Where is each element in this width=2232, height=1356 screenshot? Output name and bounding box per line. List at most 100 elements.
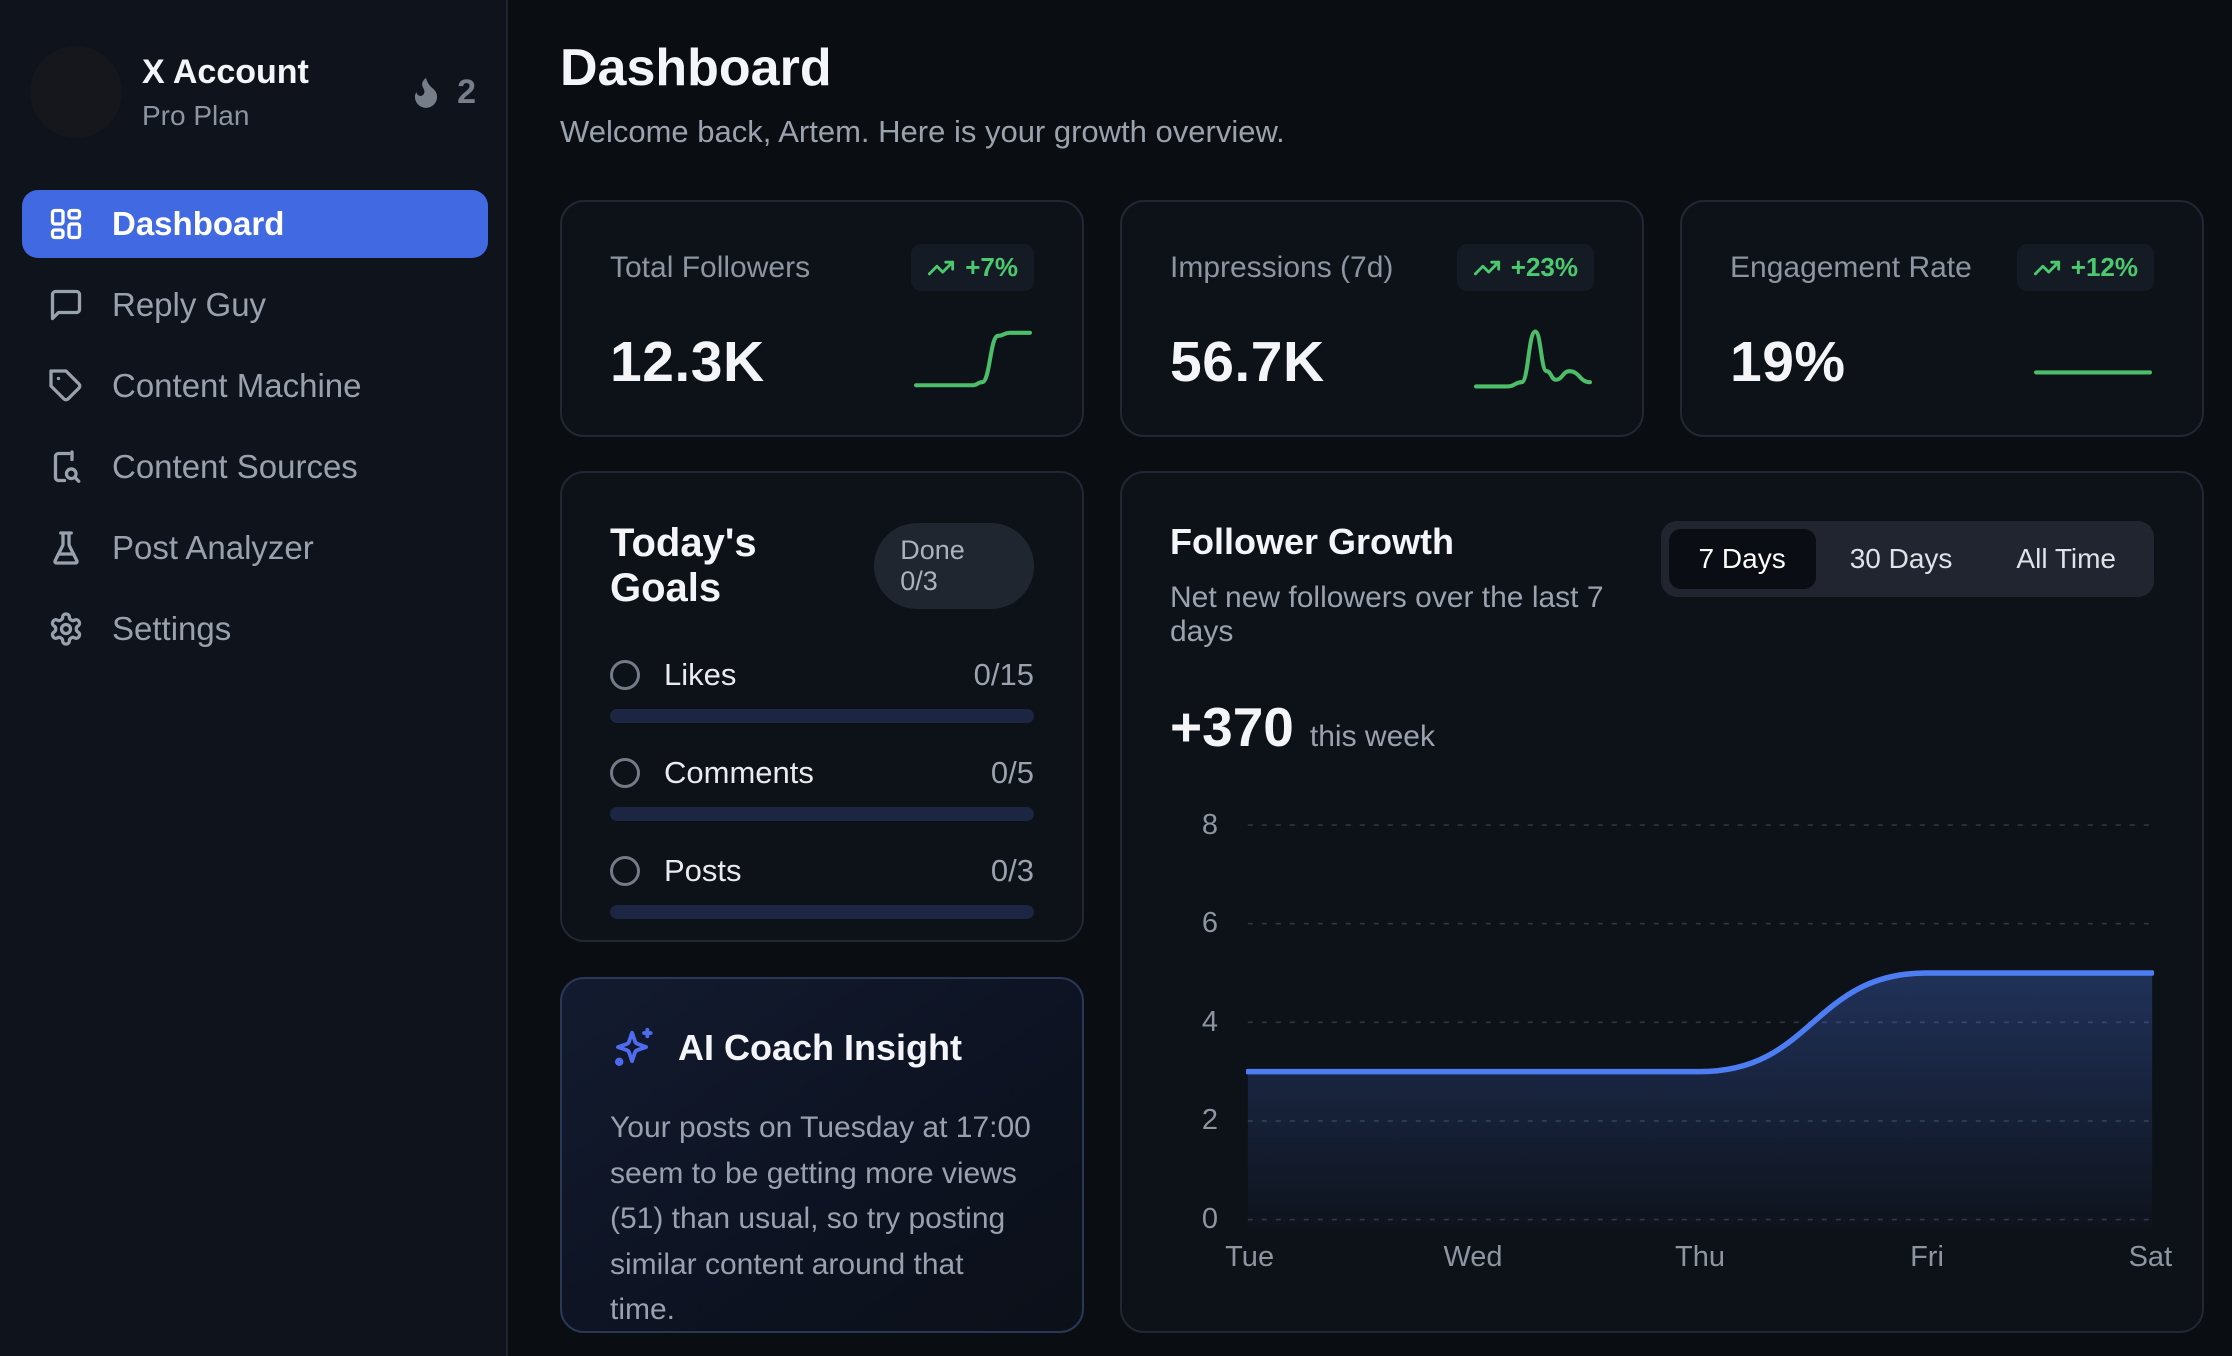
streak-count: 2 xyxy=(457,72,476,111)
main-content: Dashboard Welcome back, Artem. Here is y… xyxy=(508,0,2232,1356)
account-card[interactable]: X Account Pro Plan 2 xyxy=(30,46,482,138)
x-axis: Tue Wed Thu Fri Sat xyxy=(1225,1241,2172,1283)
avatar[interactable] xyxy=(30,46,122,138)
stat-value: 19% xyxy=(1730,330,1846,394)
trending-up-icon xyxy=(928,260,955,275)
stat-card-engagement-rate: Engagement Rate +12% 19% xyxy=(1680,200,2204,437)
sidebar-item-label: Post Analyzer xyxy=(112,529,314,566)
x-tick: Thu xyxy=(1675,1241,1725,1273)
delta-value: +7% xyxy=(965,252,1018,282)
goal-checkbox[interactable] xyxy=(610,856,640,886)
goal-item-comments: Comments 0/5 xyxy=(610,755,1034,821)
delta-value: +12% xyxy=(2070,252,2138,282)
growth-value-suffix: this week xyxy=(1309,720,1435,753)
goal-item-posts: Posts 0/3 xyxy=(610,853,1034,919)
growth-value: +370 xyxy=(1170,696,1294,758)
tag-icon xyxy=(49,369,82,402)
chat-bubble-icon xyxy=(50,289,82,321)
sidebar-item-post-analyzer[interactable]: Post Analyzer xyxy=(22,514,488,582)
growth-chart: 8 6 4 2 0 xyxy=(1170,793,2154,1236)
page-title: Dashboard xyxy=(560,39,832,97)
goal-label: Comments xyxy=(664,755,814,790)
sidebar-item-content-sources[interactable]: Content Sources xyxy=(22,433,488,501)
goal-checkbox[interactable] xyxy=(610,758,640,788)
stat-label: Impressions (7d) xyxy=(1170,250,1394,284)
goal-progress-text: 0/5 xyxy=(990,755,1034,790)
sparkles-icon xyxy=(614,1027,653,1067)
account-text: X Account Pro Plan xyxy=(142,53,309,132)
trending-up-icon xyxy=(2033,260,2060,275)
x-tick: Fri xyxy=(1910,1241,1944,1273)
tab-all-time[interactable]: All Time xyxy=(1986,529,2146,589)
goal-item-likes: Likes 0/15 xyxy=(610,657,1034,723)
growth-subtitle: Net new followers over the last 7 days xyxy=(1170,581,1604,648)
goal-checkbox[interactable] xyxy=(610,660,640,690)
goals-title: Today's Goals xyxy=(610,521,757,610)
goal-progress-track xyxy=(610,807,1034,821)
sidebar-item-settings[interactable]: Settings xyxy=(22,595,488,663)
ai-insight-title: AI Coach Insight xyxy=(678,1027,963,1068)
plot-area xyxy=(1246,793,2154,1227)
range-tabs: 7 Days 30 Days All Time xyxy=(1660,521,2154,597)
page-subtitle: Welcome back, Artem. Here is your growth… xyxy=(560,114,1285,149)
stats-row: Total Followers +7% 12.3K Impressions (7… xyxy=(560,200,2204,437)
sidebar-item-label: Content Sources xyxy=(112,448,358,485)
gear-icon xyxy=(50,612,82,646)
content-grid: Today's Goals Done 0/3 Likes 0/15 xyxy=(560,471,2204,1333)
goals-done-badge: Done 0/3 xyxy=(874,523,1034,609)
goal-progress-track xyxy=(610,905,1034,919)
sidebar-nav: Dashboard Reply Guy Content Machine Cont… xyxy=(22,190,488,663)
sidebar-item-label: Settings xyxy=(112,610,232,647)
x-tick: Wed xyxy=(1443,1241,1503,1273)
stat-card-impressions: Impressions (7d) +23% 56.7K xyxy=(1120,200,1644,437)
sparkline-chart xyxy=(1474,329,1592,389)
sparkline-chart xyxy=(2034,370,2152,375)
trending-up-icon xyxy=(1473,260,1500,275)
goal-progress-text: 0/15 xyxy=(973,657,1034,692)
goal-label: Posts xyxy=(664,853,742,888)
sidebar-item-reply-guy[interactable]: Reply Guy xyxy=(22,271,488,339)
x-tick: Tue xyxy=(1225,1241,1275,1273)
stat-value: 12.3K xyxy=(610,330,765,394)
todays-goals-card: Today's Goals Done 0/3 Likes 0/15 xyxy=(560,471,1084,942)
ai-insight-body: Your posts on Tuesday at 17:00 seem to b… xyxy=(610,1111,1031,1327)
sidebar: X Account Pro Plan 2 Dashboard Reply Guy… xyxy=(0,0,508,1356)
sidebar-item-label: Dashboard xyxy=(112,205,285,242)
delta-value: +23% xyxy=(1510,252,1578,282)
delta-badge: +7% xyxy=(911,244,1034,291)
growth-header-text: Follower Growth Net new followers over t… xyxy=(1170,521,1661,649)
area-line-chart xyxy=(1246,793,2154,1227)
tab-7-days[interactable]: 7 Days xyxy=(1668,529,1816,589)
flame-icon xyxy=(414,77,438,108)
growth-title: Follower Growth xyxy=(1170,521,1454,562)
y-axis: 8 6 4 2 0 xyxy=(1201,808,1218,1236)
ai-coach-insight-card: AI Coach Insight Your posts on Tuesday a… xyxy=(560,977,1084,1333)
account-plan: Pro Plan xyxy=(142,99,250,131)
sidebar-item-label: Content Machine xyxy=(112,367,362,404)
sidebar-item-content-machine[interactable]: Content Machine xyxy=(22,352,488,420)
delta-badge: +12% xyxy=(2016,244,2154,291)
growth-highlight: +370 this week xyxy=(1170,695,2154,759)
streak-counter: 2 xyxy=(407,73,476,112)
left-column: Today's Goals Done 0/3 Likes 0/15 xyxy=(560,471,1084,1333)
follower-growth-card: Follower Growth Net new followers over t… xyxy=(1120,471,2204,1333)
stat-label: Engagement Rate xyxy=(1730,250,1972,284)
dashboard-icon xyxy=(50,208,82,240)
file-search-icon xyxy=(53,450,81,483)
stat-label: Total Followers xyxy=(610,250,811,284)
tab-30-days[interactable]: 30 Days xyxy=(1820,529,1983,589)
delta-badge: +23% xyxy=(1456,244,1594,291)
sparkline-chart xyxy=(914,330,1032,388)
sidebar-item-label: Reply Guy xyxy=(112,286,267,323)
goal-progress-track xyxy=(610,709,1034,723)
goal-label: Likes xyxy=(664,657,737,692)
x-tick: Sat xyxy=(2128,1241,2173,1273)
account-name: X Account xyxy=(142,52,309,91)
stat-value: 56.7K xyxy=(1170,330,1325,394)
stat-card-total-followers: Total Followers +7% 12.3K xyxy=(560,200,1084,437)
goal-progress-text: 0/3 xyxy=(990,853,1034,888)
goal-list: Likes 0/15 Comments 0/5 xyxy=(610,657,1034,919)
flask-icon xyxy=(53,531,79,565)
sidebar-item-dashboard[interactable]: Dashboard xyxy=(22,190,488,258)
